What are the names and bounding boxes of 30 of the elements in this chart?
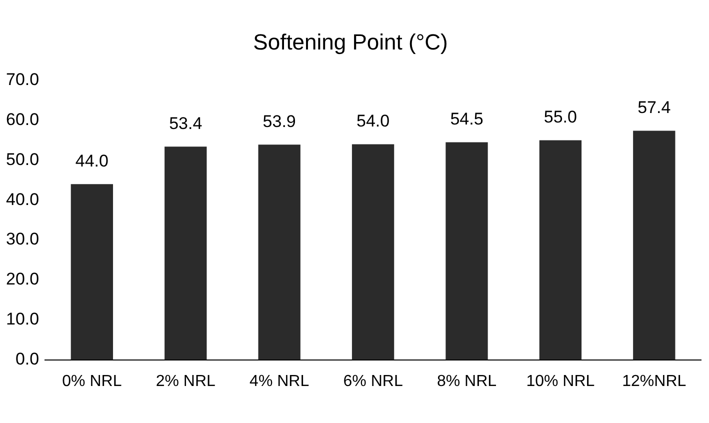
data-label: 53.4 (169, 114, 202, 133)
data-label: 44.0 (75, 151, 108, 170)
x-tick-label: 6% NRL (343, 372, 403, 390)
data-label: 54.5 (450, 109, 484, 128)
bar (258, 144, 300, 360)
chart-title: Softening Point (°C) (253, 29, 448, 54)
bar (633, 130, 676, 360)
bar (70, 184, 114, 360)
x-tick-label: 12%NRL (622, 372, 686, 390)
y-tick-label: 70.0 (6, 70, 40, 90)
x-tick-label: 8% NRL (436, 372, 497, 390)
data-label: 57.4 (638, 98, 671, 117)
bar (352, 144, 394, 360)
y-tick-label: 50.0 (6, 150, 40, 169)
y-tick-label: 40.0 (6, 190, 40, 209)
x-tick-label: 2% NRL (156, 372, 216, 390)
y-tick-label: 20.0 (6, 270, 40, 289)
x-tick-label: 10% NRL (526, 372, 595, 390)
bar (539, 140, 582, 360)
y-tick-label: 10.0 (6, 310, 40, 329)
x-tick-label: 0% NRL (62, 372, 122, 390)
bar (446, 142, 488, 360)
y-tick-label: 0.0 (15, 349, 40, 368)
data-label: 54.0 (356, 111, 390, 130)
data-label: 53.9 (262, 112, 296, 131)
y-tick-label: 30.0 (6, 230, 40, 249)
data-label: 55.0 (544, 107, 577, 126)
y-tick-label: 60.0 (6, 110, 40, 129)
x-tick-label: 4% NRL (250, 372, 310, 390)
bar (164, 146, 207, 360)
